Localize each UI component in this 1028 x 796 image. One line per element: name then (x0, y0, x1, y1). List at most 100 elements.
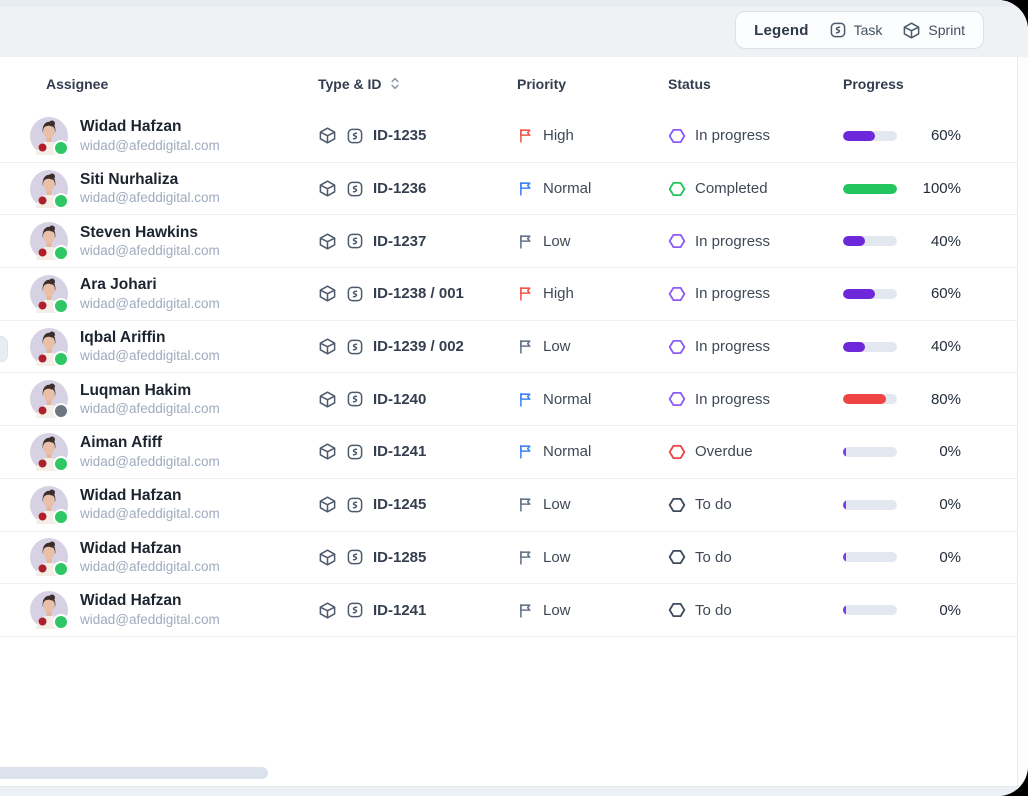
progress-fill (843, 130, 876, 141)
progress-cell: 0% (843, 496, 1018, 513)
priority-label: High (543, 127, 574, 145)
bottom-strip (0, 786, 1028, 796)
table-row[interactable]: Aiman Afiff widad@afeddigital.com ID-124… (0, 426, 1018, 479)
legend: Legend Task Sprint (735, 11, 984, 49)
status-label: To do (695, 496, 732, 514)
flag-icon (517, 391, 534, 408)
table-row[interactable]: Iqbal Ariffin widad@afeddigital.com ID-1… (0, 320, 1018, 374)
status-label: In progress (695, 390, 771, 408)
progress-cell: 0% (843, 443, 1018, 460)
task-icon (346, 338, 364, 356)
flag-icon (517, 180, 534, 197)
avatar (30, 591, 69, 631)
sprint-icon (318, 126, 337, 145)
table-row[interactable]: Steven Hawkins widad@afeddigital.com ID-… (0, 215, 1018, 269)
sprint-icon (902, 21, 921, 40)
avatar (30, 538, 69, 578)
hexagon-status-icon (668, 127, 686, 145)
column-header-assignee: Assignee (46, 75, 109, 92)
assignee-email: widad@afeddigital.com (80, 242, 220, 258)
presence-dot (53, 139, 69, 156)
status-label: Overdue (695, 443, 753, 461)
column-header-status: Status (668, 75, 711, 92)
task-id: ID-1285 (373, 548, 427, 566)
type-id-cell: ID-1241 (318, 442, 517, 461)
hexagon-status-icon (668, 601, 686, 619)
presence-dot (53, 192, 69, 209)
table-row[interactable]: Siti Nurhaliza widad@afeddigital.com ID-… (0, 162, 1018, 216)
table-row[interactable]: Widad Hafzan widad@afeddigital.com ID-12… (0, 478, 1018, 532)
progress-percent: 100% (922, 180, 961, 198)
task-icon (346, 127, 364, 145)
presence-dot (53, 297, 69, 314)
sort-icon[interactable] (388, 76, 402, 91)
sprint-icon (318, 337, 337, 356)
task-icon (346, 232, 364, 250)
priority-label: Normal (543, 443, 592, 461)
horizontal-scrollbar[interactable] (0, 767, 268, 779)
top-strip (0, 0, 1028, 7)
progress-track (843, 183, 897, 194)
table-body: Widad Hafzan widad@afeddigital.com ID-12… (0, 110, 1018, 637)
progress-percent: 60% (930, 127, 961, 145)
right-rail (1017, 57, 1028, 796)
status-cell: To do (668, 601, 843, 619)
avatar (30, 380, 69, 420)
type-id-cell: ID-1236 (318, 179, 517, 198)
assignee-cell: Siti Nurhaliza widad@afeddigital.com (30, 169, 318, 209)
hexagon-status-icon (668, 285, 686, 303)
assignee-name: Steven Hawkins (80, 223, 199, 241)
task-id: ID-1245 (373, 496, 427, 514)
top-bar: Legend Task Sprint (0, 0, 1028, 58)
table-row[interactable]: Widad Hafzan widad@afeddigital.com ID-12… (0, 584, 1018, 637)
status-label: In progress (695, 338, 771, 356)
assignee-name: Widad Hafzan (80, 487, 182, 505)
type-id-cell: ID-1237 (318, 232, 517, 251)
progress-track (843, 341, 897, 352)
hexagon-status-icon (668, 232, 686, 250)
column-header-type-id[interactable]: Type & ID (318, 76, 517, 92)
assignee-name: Widad Hafzan (80, 118, 182, 136)
status-label: In progress (695, 127, 771, 145)
task-id: ID-1238 / 001 (373, 285, 464, 303)
presence-dot (53, 508, 69, 525)
progress-track (843, 130, 897, 141)
table-row[interactable]: Widad Hafzan widad@afeddigital.com ID-12… (0, 531, 1018, 585)
progress-percent: 0% (939, 496, 961, 514)
avatar (30, 169, 69, 209)
legend-item-label: Sprint (928, 22, 965, 38)
status-cell: In progress (668, 390, 843, 408)
table-row[interactable]: Widad Hafzan widad@afeddigital.com ID-12… (0, 110, 1018, 163)
priority-label: Low (543, 548, 571, 566)
progress-track (843, 605, 897, 616)
task-icon (346, 390, 364, 408)
progress-percent: 0% (939, 548, 961, 566)
progress-percent: 80% (930, 390, 961, 408)
priority-label: Low (543, 601, 571, 619)
assignee-email: widad@afeddigital.com (80, 190, 220, 206)
column-header-priority: Priority (517, 75, 567, 92)
type-id-cell: ID-1239 / 002 (318, 337, 517, 356)
priority-cell: Low (517, 233, 668, 250)
table-row[interactable]: Ara Johari widad@afeddigital.com ID-1238… (0, 268, 1018, 321)
priority-label: Normal (543, 390, 592, 408)
priority-label: Low (543, 496, 571, 514)
type-id-cell: ID-1241 (318, 601, 517, 620)
assignee-cell: Widad Hafzan widad@afeddigital.com (30, 485, 318, 525)
progress-cell: 40% (843, 233, 1018, 250)
status-label: Completed (695, 180, 768, 198)
progress-track (843, 288, 897, 299)
progress-fill (843, 552, 846, 563)
table-header: Assignee Type & ID Priority Status Progr… (0, 57, 1018, 111)
priority-label: High (543, 285, 574, 303)
assignee-name: Widad Hafzan (80, 592, 182, 610)
progress-percent: 60% (930, 285, 961, 303)
progress-fill (843, 236, 865, 247)
assignee-cell: Widad Hafzan widad@afeddigital.com (30, 591, 318, 631)
type-id-cell: ID-1240 (318, 390, 517, 409)
flag-icon (517, 233, 534, 250)
avatar (30, 327, 69, 367)
task-icon (346, 443, 364, 461)
table-row[interactable]: Luqman Hakim widad@afeddigital.com ID-12… (0, 373, 1018, 427)
left-scroll-notch[interactable] (0, 336, 8, 362)
